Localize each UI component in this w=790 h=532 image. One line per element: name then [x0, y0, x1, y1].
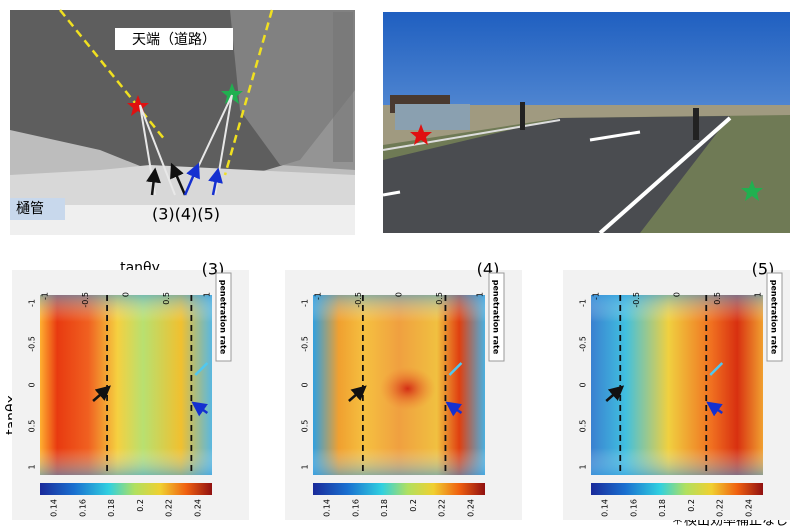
y-tick-label: -0.5: [28, 336, 37, 352]
colorbar-tick-label: 0.24: [467, 499, 476, 517]
heatmap-fade: [40, 295, 212, 475]
colorbar-tick-label: 0.24: [194, 499, 203, 517]
y-tick-label: 1: [301, 464, 310, 469]
render-arrow-labels: (3)(4)(5): [152, 205, 220, 224]
colorbar-tick-label: 0.22: [716, 499, 725, 517]
y-tick-label: 0: [301, 382, 310, 387]
colorbar-tick-label: 0.16: [351, 499, 360, 517]
photo: [383, 12, 790, 233]
y-tick-label: 1: [579, 464, 588, 469]
y-tick-label: 0.5: [579, 420, 588, 433]
colorbar: [313, 483, 485, 495]
colorbar-tick-label: 0.14: [601, 499, 610, 517]
colorbar-tick-label: 0.22: [438, 499, 447, 517]
colorbar-title: penetration rate: [492, 280, 501, 355]
colorbar-tick-label: 0.24: [745, 499, 754, 517]
x-tick-label: 0: [673, 292, 682, 297]
y-tick-label: -1: [301, 299, 310, 307]
x-tick-label: 0: [122, 292, 131, 297]
y-tick-label: 0: [28, 382, 37, 387]
x-tick-label: -0.5: [81, 292, 90, 308]
x-tick-label: -1: [41, 292, 50, 300]
colorbar: [591, 483, 763, 495]
colorbar-tick-label: 0.18: [107, 499, 116, 517]
x-tick-label: -1: [592, 292, 601, 300]
y-tick-label: -0.5: [301, 336, 310, 352]
x-tick-label: 1: [203, 292, 212, 297]
colorbar: [40, 483, 212, 495]
colorbar-tick-label: 0.2: [409, 499, 418, 512]
colorbar-tick-label: 0.18: [380, 499, 389, 517]
heatmap-fade: [591, 295, 763, 475]
y-tick-label: -1: [579, 299, 588, 307]
colorbar-tick-label: 0.22: [165, 499, 174, 517]
colorbar-title: penetration rate: [219, 280, 228, 355]
render-top-label: 天端（道路）: [132, 32, 216, 48]
y-tick-label: 0.5: [28, 420, 37, 433]
y-tick-label: 0: [579, 382, 588, 387]
x-tick-label: 1: [476, 292, 485, 297]
heatmap-fade: [313, 295, 485, 475]
x-tick-label: -1: [314, 292, 323, 300]
colorbar-tick-label: 0.16: [629, 499, 638, 517]
colorbar-tick-label: 0.16: [78, 499, 87, 517]
colorbar-title: penetration rate: [770, 280, 779, 355]
x-tick-label: 0.5: [435, 292, 444, 305]
x-tick-label: -0.5: [632, 292, 641, 308]
colorbar-tick-label: 0.14: [50, 499, 59, 517]
x-tick-label: 1: [754, 292, 763, 297]
x-tick-label: 0.5: [713, 292, 722, 305]
x-tick-label: 0.5: [162, 292, 171, 305]
y-tick-label: -1: [28, 299, 37, 307]
y-tick-label: 0.5: [301, 420, 310, 433]
colorbar-tick-label: 0.2: [136, 499, 145, 512]
y-tick-label: 1: [28, 464, 37, 469]
y-tick-label: -0.5: [579, 336, 588, 352]
x-tick-label: 0: [395, 292, 404, 297]
colorbar-tick-label: 0.2: [687, 499, 696, 512]
colorbar-tick-label: 0.18: [658, 499, 667, 517]
colorbar-tick-label: 0.14: [323, 499, 332, 517]
render-pipe-label: 樋管: [16, 201, 44, 217]
render: 天端（道路） 樋管 (3)(4)(5): [10, 10, 355, 235]
x-tick-label: -0.5: [354, 292, 363, 308]
figure: 天端（道路） 樋管 (3)(4)(5) tanθy tanθx ＊検出効率補正な…: [0, 0, 790, 532]
